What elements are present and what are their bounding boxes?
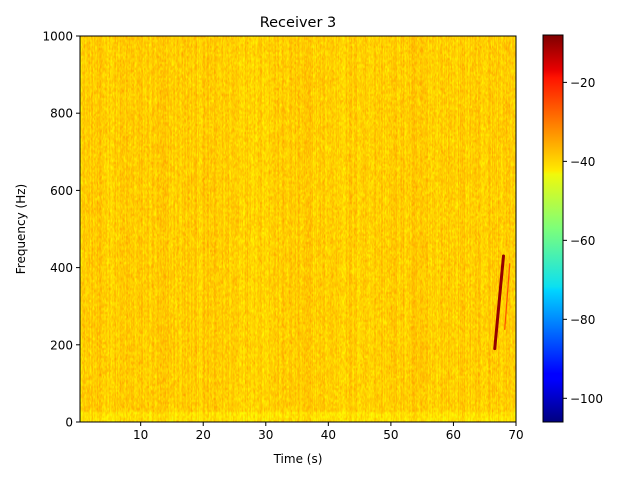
- colorbar-ticks: −100 −80 −60 −40 −20: [563, 76, 603, 406]
- y-tick-label: 1000: [42, 30, 73, 44]
- colorbar-tick-label: −20: [570, 76, 595, 90]
- y-tick-label: 0: [65, 416, 73, 430]
- colorbar-tick-label: −80: [570, 313, 595, 327]
- chirp-signal: [493, 254, 505, 351]
- colorbar-gradient: [542, 34, 564, 423]
- plot-frame: [79, 35, 517, 423]
- colorbar-tick-label: −60: [570, 234, 595, 248]
- x-tick-label: 30: [258, 428, 273, 442]
- x-axis-label: Time (s): [273, 452, 323, 466]
- y-tick-label: 400: [50, 261, 73, 275]
- y-axis-label: Frequency (Hz): [14, 184, 28, 275]
- x-tick-label: 70: [508, 428, 523, 442]
- x-tick-label: 40: [321, 428, 336, 442]
- colorbar-tick-label: −100: [570, 392, 603, 406]
- x-tick-label: 10: [133, 428, 148, 442]
- plot-area: [79, 35, 517, 423]
- spectrogram-heatmap: [80, 36, 516, 422]
- chirp-signal: [504, 263, 511, 330]
- colorbar-tick-label: −40: [570, 155, 595, 169]
- y-axis: 0 200 400 600 800 1000: [42, 30, 80, 430]
- y-tick-label: 200: [50, 338, 73, 352]
- x-tick-label: 20: [196, 428, 211, 442]
- y-tick-label: 800: [50, 107, 73, 121]
- x-tick-label: 60: [446, 428, 461, 442]
- colorbar: −100 −80 −60 −40 −20: [542, 34, 603, 423]
- chart-title: Receiver 3: [260, 15, 337, 31]
- x-tick-label: 50: [383, 428, 398, 442]
- y-tick-label: 600: [50, 184, 73, 198]
- x-axis: 10 20 30 40 50 60 70: [133, 422, 524, 442]
- signal-features: [493, 254, 511, 351]
